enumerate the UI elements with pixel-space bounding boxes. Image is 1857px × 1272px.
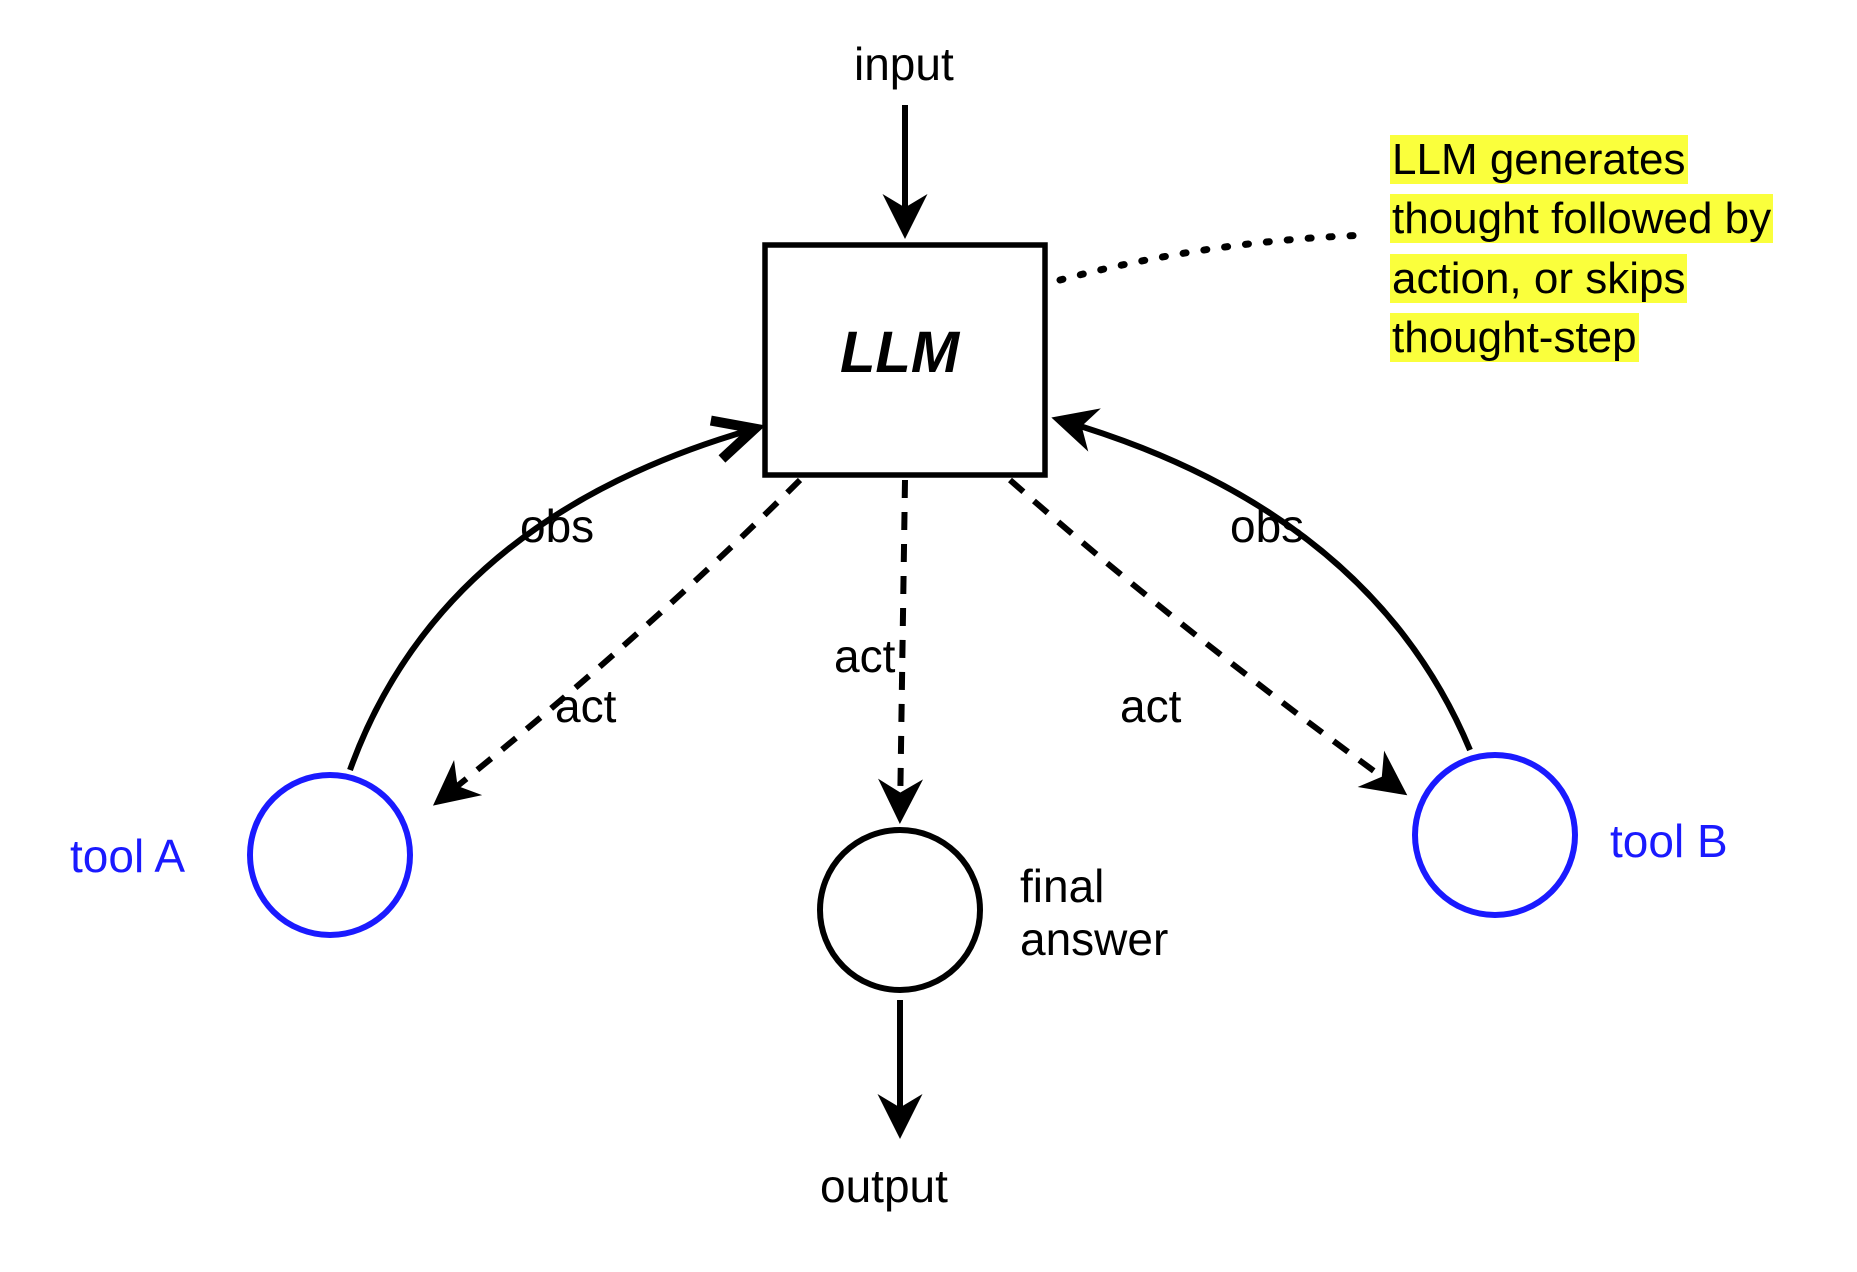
edge-llm-to-annotation	[1060, 235, 1370, 280]
edge-label-obs-a: obs	[520, 500, 594, 553]
edge-label-act-a: act	[555, 680, 616, 733]
edge-label-obs-b: obs	[1230, 500, 1304, 553]
edge-llm-to-final	[900, 480, 905, 815]
edge-label-act-b: act	[1120, 680, 1181, 733]
tool-b-label: tool B	[1610, 815, 1728, 868]
output-label: output	[820, 1160, 948, 1213]
annotation-text: LLM generates thought followed by action…	[1390, 130, 1820, 368]
input-label: input	[854, 38, 954, 91]
edge-llm-to-tool-a	[440, 480, 800, 800]
final-answer-node	[820, 830, 980, 990]
tool-b-node	[1415, 755, 1575, 915]
annotation-highlight: LLM generates thought followed by action…	[1390, 135, 1773, 362]
edge-tool-a-to-llm	[350, 430, 750, 770]
edge-label-act-mid: act	[830, 630, 899, 683]
tool-a-node	[250, 775, 410, 935]
edge-llm-to-tool-b	[1010, 480, 1400, 790]
tool-a-label: tool A	[70, 830, 185, 883]
llm-box-label: LLM	[840, 320, 959, 387]
final-answer-label: final answer	[1020, 860, 1168, 966]
